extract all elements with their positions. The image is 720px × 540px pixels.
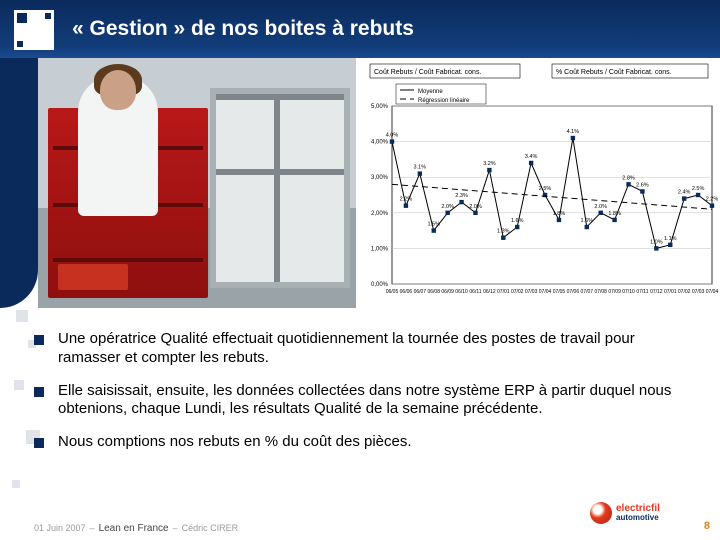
svg-text:3.4%: 3.4% <box>525 154 538 160</box>
bullet-item: Nous comptions nos rebuts en % du coût d… <box>34 433 686 452</box>
bullet-text: Nous comptions nos rebuts en % du coût d… <box>58 433 412 452</box>
svg-text:0,00%: 0,00% <box>371 282 389 288</box>
svg-text:07/02: 07/02 <box>678 289 691 295</box>
svg-text:4.1%: 4.1% <box>567 129 580 135</box>
svg-text:2.5%: 2.5% <box>539 186 552 192</box>
svg-text:07/05: 07/05 <box>553 289 566 295</box>
svg-text:4,00%: 4,00% <box>371 140 389 146</box>
bullet-item: Une opératrice Qualité effectuait quotid… <box>34 330 686 368</box>
svg-text:07/04: 07/04 <box>539 289 552 295</box>
svg-text:2.4%: 2.4% <box>678 190 691 196</box>
svg-text:06/07: 06/07 <box>414 289 427 295</box>
svg-text:1.8%: 1.8% <box>608 211 621 217</box>
svg-text:1,00%: 1,00% <box>371 246 389 252</box>
bullet-marker-icon <box>34 438 44 448</box>
svg-text:07/06: 07/06 <box>567 289 580 295</box>
footer: 01 Juin 2007 – Lean en France – Cédric C… <box>34 523 706 534</box>
footer-date: 01 Juin 2007 <box>34 523 86 533</box>
side-curve <box>0 58 38 308</box>
svg-text:2.0%: 2.0% <box>594 204 607 210</box>
svg-text:1.8%: 1.8% <box>553 211 566 217</box>
footer-sep: – <box>173 523 178 533</box>
svg-text:07/04: 07/04 <box>706 289 719 295</box>
svg-text:1.0%: 1.0% <box>650 239 663 245</box>
svg-text:07/11: 07/11 <box>636 289 648 295</box>
svg-text:3.2%: 3.2% <box>483 161 496 167</box>
header-bar: « Gestion » de nos boites à rebuts <box>0 0 720 58</box>
svg-text:2.2%: 2.2% <box>706 197 719 203</box>
svg-text:07/07: 07/07 <box>581 289 594 295</box>
svg-text:2.2%: 2.2% <box>400 197 413 203</box>
page-title: « Gestion » de nos boites à rebuts <box>72 17 414 41</box>
operator-photo <box>38 58 356 308</box>
bullet-text: Une opératrice Qualité effectuait quotid… <box>58 330 686 368</box>
bullet-text: Elle saisissait, ensuite, les données co… <box>58 382 686 420</box>
rebuts-chart: Coût Rebuts / Coût Fabricat. cons. % Coût… <box>356 58 720 308</box>
svg-text:06/09: 06/09 <box>441 289 454 295</box>
logo-sub: automotive <box>616 514 660 522</box>
svg-text:2.0%: 2.0% <box>469 204 482 210</box>
svg-text:07/03: 07/03 <box>525 289 538 295</box>
svg-text:07/01: 07/01 <box>497 289 510 295</box>
svg-text:06/08: 06/08 <box>427 289 440 295</box>
svg-text:07/12: 07/12 <box>650 289 663 295</box>
bullet-list: Une opératrice Qualité effectuait quotid… <box>34 330 686 466</box>
bullet-marker-icon <box>34 387 44 397</box>
svg-text:2.3%: 2.3% <box>455 193 468 199</box>
svg-text:07/03: 07/03 <box>692 289 705 295</box>
svg-text:1.3%: 1.3% <box>497 229 510 235</box>
logo-blob-icon <box>590 502 612 524</box>
svg-text:06/05: 06/05 <box>386 289 399 295</box>
svg-text:2.5%: 2.5% <box>692 186 705 192</box>
logo-corner-squares <box>14 10 54 50</box>
svg-text:07/02: 07/02 <box>511 289 524 295</box>
svg-text:4.0%: 4.0% <box>386 133 399 139</box>
svg-text:07/08: 07/08 <box>594 289 607 295</box>
footer-event: Lean en France <box>99 523 169 534</box>
svg-text:5,00%: 5,00% <box>371 104 389 110</box>
svg-text:1.6%: 1.6% <box>581 218 594 224</box>
svg-text:07/10: 07/10 <box>622 289 635 295</box>
svg-text:1.5%: 1.5% <box>427 222 440 228</box>
footer-sep: – <box>90 523 95 533</box>
page-number: 8 <box>704 520 710 532</box>
bullet-marker-icon <box>34 335 44 345</box>
svg-text:% Coût Rebuts / Coût Fabricat.: % Coût Rebuts / Coût Fabricat. cons. <box>556 69 672 76</box>
svg-text:Régression linéaire: Régression linéaire <box>418 98 470 104</box>
svg-text:1.6%: 1.6% <box>511 218 524 224</box>
svg-text:Coût Rebuts / Coût Fabricat. c: Coût Rebuts / Coût Fabricat. cons. <box>374 69 481 76</box>
svg-text:2,00%: 2,00% <box>371 211 389 217</box>
svg-text:07/01: 07/01 <box>664 289 677 295</box>
svg-text:2.6%: 2.6% <box>636 182 649 188</box>
svg-text:2.0%: 2.0% <box>441 204 454 210</box>
svg-text:1.1%: 1.1% <box>664 236 677 242</box>
footer-author: Cédric CIRER <box>182 523 239 533</box>
svg-text:07/09: 07/09 <box>608 289 621 295</box>
svg-text:06/06: 06/06 <box>400 289 413 295</box>
svg-text:3,00%: 3,00% <box>371 175 389 181</box>
svg-text:06/12: 06/12 <box>483 289 496 295</box>
svg-text:Moyenne: Moyenne <box>418 89 443 95</box>
svg-text:3.1%: 3.1% <box>414 165 427 171</box>
svg-text:06/11: 06/11 <box>469 289 481 295</box>
svg-text:2.8%: 2.8% <box>622 175 635 181</box>
bullet-item: Elle saisissait, ensuite, les données co… <box>34 382 686 420</box>
svg-text:06/10: 06/10 <box>455 289 468 295</box>
